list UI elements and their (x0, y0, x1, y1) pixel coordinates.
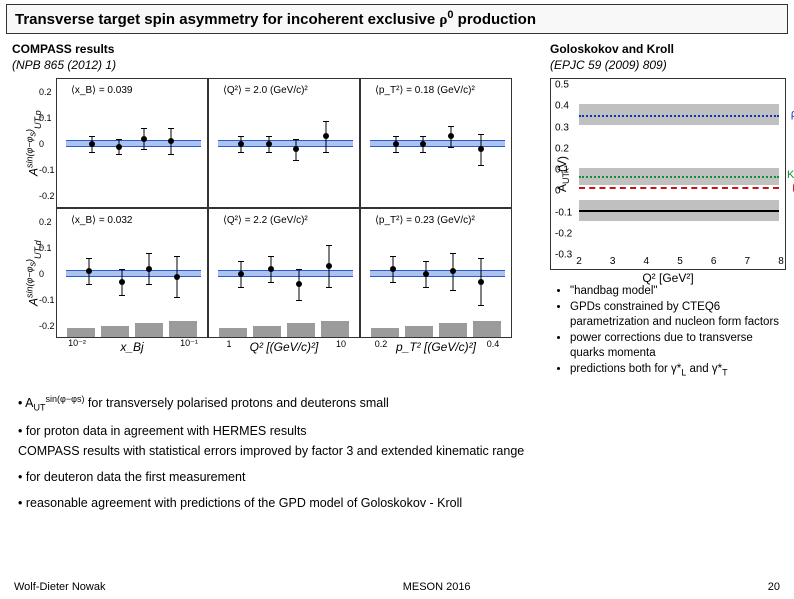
gk-column: Goloskokov and Kroll (EPJC 59 (2009) 809… (550, 42, 786, 378)
slide-title: Transverse target spin asymmetry for inc… (6, 4, 788, 34)
finding-item: reasonable agreement with predictions of… (18, 493, 776, 513)
panel-xbj-deuteron: ⟨x_B⟩ = 0.0320.20.10-0.1-0.210⁻²10⁻¹ (56, 208, 208, 338)
panel-pt2-deuteron: ⟨p_T²⟩ = 0.23 (GeV/c)²0.20.4 (360, 208, 512, 338)
gk-model-list: "handbag model" GPDs constrained by CTEQ… (570, 284, 786, 378)
footer-conference: MESON 2016 (403, 581, 471, 593)
footer: Wolf-Dieter Nowak MESON 2016 20 (0, 581, 794, 593)
list-item: power corrections due to transverse quar… (570, 331, 786, 362)
finding-item: AUTsin(φ−φs) for transversely polarised … (18, 392, 776, 415)
compass-chart-grid: Asin(φ−φs)UT,p ⟨x_B⟩ = 0.0390.20.10-0.1-… (12, 78, 542, 362)
list-item: predictions both for γ*L and γ*T (570, 362, 786, 378)
title-text-pre: Transverse target spin asymmetry for inc… (15, 11, 439, 28)
ylabel-top: Asin(φ−φs)UT,p (12, 78, 56, 208)
gk-chart: AUT(V) Q² [GeV²] 0.50.40.30.20.10-0.1-0.… (550, 78, 786, 270)
finding-item: for proton data in agreement with HERMES… (18, 421, 776, 461)
gk-xlabel: Q² [GeV²] (642, 271, 693, 285)
panel-q2-deuteron: ⟨Q²⟩ = 2.2 (GeV/c)²110 (208, 208, 360, 338)
gk-heading: Goloskokov and Kroll (550, 42, 786, 56)
list-item: GPDs constrained by CTEQ6 parametrizatio… (570, 300, 786, 331)
compass-ref: (NPB 865 (2012) 1) (12, 58, 542, 72)
panel-q2-proton: ⟨Q²⟩ = 2.0 (GeV/c)²110 (208, 78, 360, 208)
gk-ref: (EPJC 59 (2009) 809) (550, 58, 786, 72)
findings-list: AUTsin(φ−φs) for transversely polarised … (18, 392, 776, 513)
panel-pt2-proton: ⟨p_T²⟩ = 0.18 (GeV/c)²0.20.4 (360, 78, 512, 208)
title-text-post: production (454, 11, 537, 28)
compass-column: COMPASS results (NPB 865 (2012) 1) Asin(… (12, 42, 542, 378)
panel-xbj-proton: ⟨x_B⟩ = 0.0390.20.10-0.1-0.210⁻²10⁻¹ (56, 78, 208, 208)
finding-item: for deuteron data the first measurement (18, 467, 776, 487)
compass-heading: COMPASS results (12, 42, 542, 56)
ylabel-bot: Asin(φ−φs)UT,d (12, 208, 56, 338)
footer-author: Wolf-Dieter Nowak (14, 581, 106, 593)
footer-page: 20 (768, 581, 780, 593)
list-item: "handbag model" (570, 284, 786, 300)
